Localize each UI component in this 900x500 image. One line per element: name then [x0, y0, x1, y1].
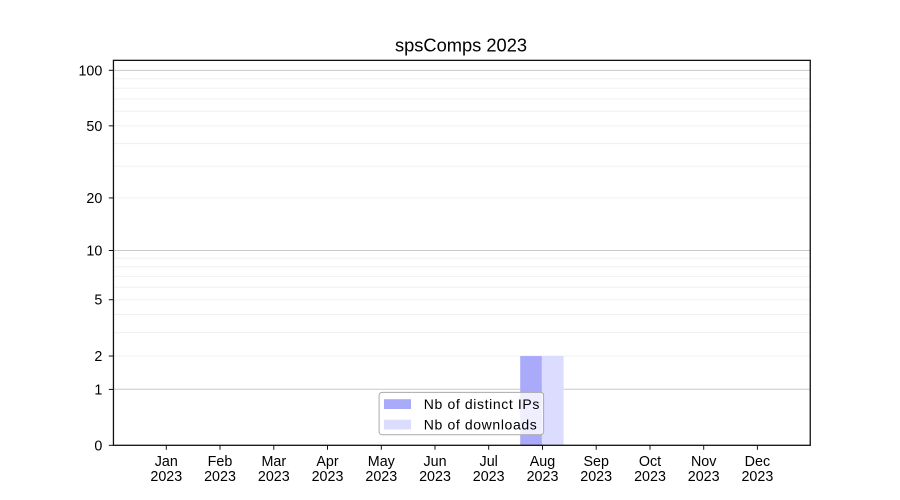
- svg-text:Sep: Sep: [583, 454, 608, 470]
- svg-text:2023: 2023: [741, 469, 773, 485]
- svg-text:Jun: Jun: [423, 454, 446, 470]
- svg-text:50: 50: [86, 119, 102, 135]
- svg-text:2023: 2023: [580, 469, 612, 485]
- svg-text:Nb of downloads: Nb of downloads: [424, 417, 538, 433]
- svg-text:2023: 2023: [150, 469, 182, 485]
- svg-text:2023: 2023: [634, 469, 666, 485]
- svg-text:Dec: Dec: [745, 454, 770, 470]
- svg-text:Apr: Apr: [316, 454, 338, 470]
- svg-text:2: 2: [94, 349, 102, 365]
- svg-text:Nb of distinct IPs: Nb of distinct IPs: [424, 396, 540, 412]
- svg-text:2023: 2023: [688, 469, 720, 485]
- svg-text:Oct: Oct: [639, 454, 661, 470]
- svg-text:2023: 2023: [365, 469, 397, 485]
- svg-text:0: 0: [94, 438, 102, 454]
- svg-text:2023: 2023: [419, 469, 451, 485]
- svg-text:Nov: Nov: [691, 454, 717, 470]
- svg-text:spsComps 2023: spsComps 2023: [395, 34, 527, 55]
- svg-text:1: 1: [94, 382, 102, 398]
- svg-text:Jul: Jul: [480, 454, 498, 470]
- svg-text:Feb: Feb: [208, 454, 233, 470]
- svg-text:5: 5: [94, 293, 102, 309]
- svg-text:May: May: [368, 454, 396, 470]
- svg-text:2023: 2023: [473, 469, 505, 485]
- svg-text:100: 100: [78, 63, 102, 79]
- svg-text:10: 10: [86, 244, 102, 260]
- svg-text:2023: 2023: [258, 469, 290, 485]
- svg-text:Aug: Aug: [530, 454, 555, 470]
- svg-text:Jan: Jan: [155, 454, 178, 470]
- svg-text:2023: 2023: [527, 469, 559, 485]
- svg-text:2023: 2023: [312, 469, 344, 485]
- svg-text:Mar: Mar: [261, 454, 286, 470]
- svg-text:20: 20: [86, 191, 102, 207]
- svg-text:2023: 2023: [204, 469, 236, 485]
